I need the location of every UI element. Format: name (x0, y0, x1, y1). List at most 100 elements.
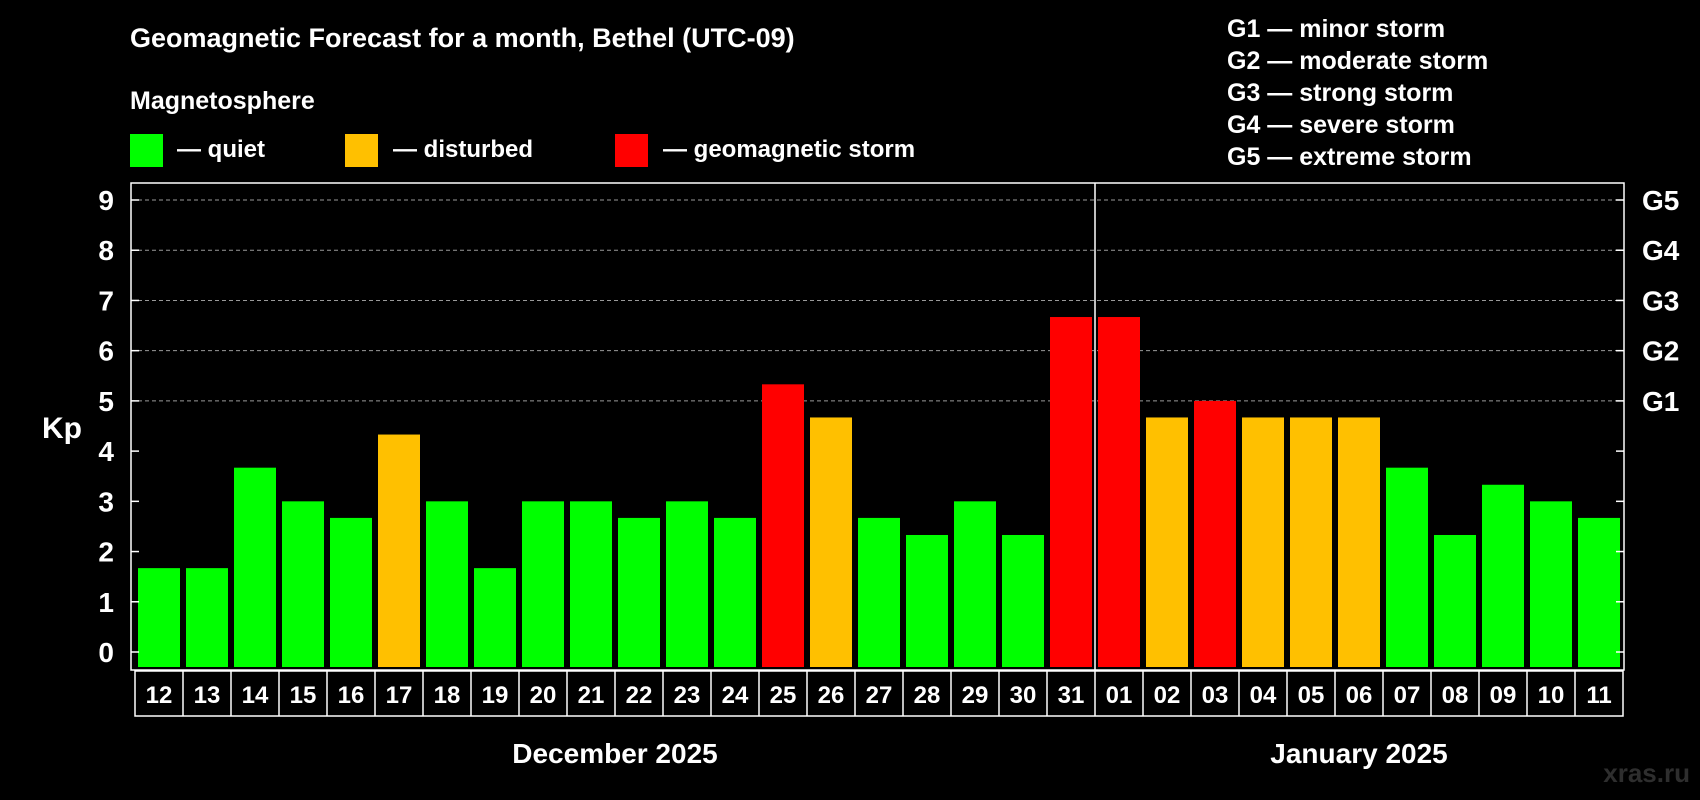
x-tick-label-02: 02 (1154, 682, 1181, 709)
bar-10 (1530, 501, 1572, 667)
g-level-label-g2: G2 (1642, 336, 1679, 367)
x-tick-label-26: 26 (818, 682, 845, 709)
x-tick-label-05: 05 (1298, 682, 1325, 709)
g-level-label-g1: G1 (1642, 386, 1679, 417)
bar-12 (138, 568, 180, 667)
bar-15 (282, 501, 324, 667)
watermark: xras.ru (1603, 758, 1690, 788)
y-tick-label: 9 (98, 185, 114, 216)
x-tick-label-30: 30 (1010, 682, 1037, 709)
y-tick-label: 4 (98, 436, 114, 467)
bar-01 (1098, 317, 1140, 667)
bar-11 (1578, 517, 1620, 667)
bar-08 (1434, 534, 1476, 667)
bar-09 (1482, 484, 1524, 667)
bar-14 (234, 467, 276, 667)
g-level-label-g3: G3 (1642, 285, 1679, 316)
x-tick-label-24: 24 (722, 682, 749, 709)
x-tick-label-03: 03 (1202, 682, 1229, 709)
bar-04 (1242, 417, 1284, 667)
y-tick-label: 1 (98, 587, 114, 618)
x-tick-label-01: 01 (1106, 682, 1133, 709)
x-tick-label-04: 04 (1250, 682, 1277, 709)
bar-28 (906, 534, 948, 667)
bar-25 (762, 384, 804, 667)
x-tick-label-19: 19 (482, 682, 509, 709)
y-tick-label: 3 (98, 486, 114, 517)
y-tick-label: 7 (98, 285, 114, 316)
bar-24 (714, 517, 756, 667)
bar-26 (810, 417, 852, 667)
x-tick-label-14: 14 (242, 682, 269, 709)
x-tick-label-21: 21 (578, 682, 605, 709)
x-tick-label-10: 10 (1538, 682, 1565, 709)
storm-scale-g1: G1 — minor storm (1227, 15, 1445, 43)
x-tick-label-16: 16 (338, 682, 365, 709)
x-tick-label-31: 31 (1058, 682, 1085, 709)
x-tick-label-29: 29 (962, 682, 989, 709)
grid-lines (131, 199, 1624, 402)
legend-label-disturbed: — disturbed (393, 136, 533, 163)
bar-23 (666, 501, 708, 667)
x-tick-label-20: 20 (530, 682, 557, 709)
legend-heading: Magnetosphere (130, 87, 315, 115)
legend-label-quiet: — quiet (177, 136, 265, 163)
y-tick-label: 8 (98, 235, 114, 266)
bar-07 (1386, 467, 1428, 667)
x-tick-label-07: 07 (1394, 682, 1421, 709)
x-tick-label-15: 15 (290, 682, 317, 709)
legend-swatch-quiet (130, 134, 163, 167)
month-label-1: January 2025 (1270, 738, 1447, 769)
x-tick-label-18: 18 (434, 682, 461, 709)
x-tick-label-17: 17 (386, 682, 413, 709)
bar-20 (522, 501, 564, 667)
bar-19 (474, 568, 516, 667)
bar-13 (186, 568, 228, 667)
x-tick-label-12: 12 (146, 682, 173, 709)
bar-03 (1194, 400, 1236, 667)
x-tick-label-23: 23 (674, 682, 701, 709)
g-level-label-g4: G4 (1642, 235, 1680, 266)
bar-31 (1050, 317, 1092, 667)
date-cells: 12 13 14 15 16 17 18 19 20 21 22 23 24 25 26 27 28 29 30 31… (134, 670, 1624, 717)
bar-29 (954, 501, 996, 667)
bar-22 (618, 517, 660, 667)
storm-scale-g2: G2 — moderate storm (1227, 47, 1488, 75)
bar-17 (378, 434, 420, 667)
x-tick-label-27: 27 (866, 682, 893, 709)
bar-27 (858, 517, 900, 667)
bar-16 (330, 517, 372, 667)
x-tick-label-25: 25 (770, 682, 797, 709)
y-axis-label: Kp (42, 412, 82, 445)
chart-title: Geomagnetic Forecast for a month, Bethel… (130, 23, 795, 53)
y-tick-label: 0 (98, 637, 114, 668)
bar-05 (1290, 417, 1332, 667)
x-tick-label-09: 09 (1490, 682, 1517, 709)
x-tick-label-06: 06 (1346, 682, 1373, 709)
g-level-label-g5: G5 (1642, 185, 1679, 216)
storm-scale-g4: G4 — severe storm (1227, 111, 1455, 139)
bar-18 (426, 501, 468, 667)
x-tick-label-11: 11 (1586, 682, 1611, 709)
bars (138, 317, 1620, 667)
x-tick-label-08: 08 (1442, 682, 1469, 709)
bar-21 (570, 501, 612, 667)
x-tick-label-28: 28 (914, 682, 941, 709)
date-row-frame (134, 670, 1624, 717)
bar-06 (1338, 417, 1380, 667)
storm-scale-g5: G5 — extreme storm (1227, 143, 1472, 171)
x-tick-label-13: 13 (194, 682, 221, 709)
legend-swatch-disturbed (345, 134, 378, 167)
y-tick-label: 2 (98, 537, 114, 568)
legend-label-storm: — geomagnetic storm (663, 136, 915, 163)
y-tick-label: 6 (98, 336, 114, 367)
month-labels: December 2025 January 2025 (512, 738, 1447, 769)
storm-scale-g3: G3 — strong storm (1227, 79, 1453, 107)
bar-02 (1146, 417, 1188, 667)
legend-swatch-storm (615, 134, 648, 167)
axes: 0 1 2 3 4 5 6 7 8 9 G1 G2 G3 G4 G5 (98, 183, 1680, 670)
y-tick-label: 5 (98, 386, 114, 417)
bar-30 (1002, 534, 1044, 667)
plot-frame (130, 182, 1625, 671)
